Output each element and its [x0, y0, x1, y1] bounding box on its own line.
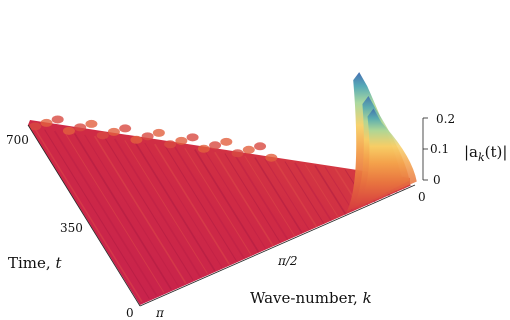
surface-ripple — [96, 131, 109, 140]
surface-ridge — [94, 135, 187, 284]
surface-ridge — [84, 134, 179, 287]
surface-ripple — [242, 145, 255, 154]
surface-ridge — [144, 142, 223, 268]
surface-ridge — [314, 165, 347, 215]
surface-ridge — [114, 138, 201, 278]
t-tick-0: 0 — [126, 306, 134, 320]
surface-ridge — [64, 131, 165, 293]
surface-ripple — [62, 126, 75, 135]
surface-ridge — [44, 129, 150, 299]
surface-ridge — [284, 161, 325, 225]
surface-ridge — [274, 159, 318, 228]
surface-ripple — [197, 144, 210, 153]
surface-ridge — [33, 127, 143, 303]
surface-ridge — [224, 153, 281, 243]
surface-ripple — [152, 128, 165, 137]
k-tick-0: 0 — [418, 190, 426, 204]
k-tick-pi-half: π/2 — [277, 254, 298, 268]
surface-ripple — [40, 118, 53, 127]
surface-ripple — [254, 142, 267, 151]
t-tick-700: 700 — [6, 133, 29, 147]
surface-ridge — [244, 155, 296, 237]
surface-ridge — [324, 166, 354, 212]
z-axis-label: |ak(t)| — [464, 143, 507, 164]
surface-ridge — [304, 163, 339, 218]
t-tick-350: 350 — [60, 221, 83, 235]
surface-ripples — [29, 115, 278, 162]
k-axis-line — [139, 184, 416, 307]
surface-ridge — [264, 158, 310, 231]
surface-ridge — [294, 162, 332, 222]
surface-ripple — [29, 122, 42, 131]
z-tick-label-0: 0 — [433, 173, 441, 187]
t-axis-line — [27, 124, 141, 307]
surface-ridge — [234, 154, 289, 240]
surface-ripple — [231, 149, 244, 158]
surface-ridge — [134, 141, 216, 272]
surface-ridge — [53, 130, 158, 297]
surface-ridge — [124, 139, 208, 275]
surface-ripple — [141, 132, 154, 141]
z-tick-label-0.2: 0.2 — [436, 112, 455, 126]
surface-ripple — [107, 127, 120, 136]
surface-base — [28, 120, 410, 305]
surface-ripple — [209, 141, 222, 150]
surface-peak — [356, 108, 417, 209]
surface-ripple — [220, 137, 233, 146]
surface-ridge — [184, 147, 252, 256]
surface-ripple — [265, 153, 278, 162]
surface-ridge — [73, 133, 172, 290]
surface-ridge — [254, 157, 303, 234]
surface-ridge — [174, 146, 245, 259]
surface-ridge — [164, 145, 238, 262]
surface-ridge — [154, 143, 231, 265]
surface-ripple — [51, 115, 64, 124]
surface-ripple — [164, 140, 177, 149]
surface-ridge — [194, 149, 260, 253]
surface-ridge — [204, 150, 267, 250]
surface-ripple — [119, 124, 132, 133]
surface-ripple — [130, 135, 143, 144]
k-tick-pi: π — [155, 306, 165, 320]
k-axis-label: Wave-number, k — [250, 289, 372, 307]
surface-peaks — [346, 72, 417, 213]
surface-ridges — [33, 127, 412, 303]
surface-ripple — [74, 123, 87, 132]
z-tick-label-0.1: 0.1 — [430, 142, 449, 156]
t-axis-label: Time, t — [8, 254, 62, 272]
surface-ripple — [85, 119, 98, 128]
surface-ripple — [186, 133, 199, 142]
surface-ripple — [175, 136, 188, 145]
surface-ridge — [214, 151, 274, 247]
surface-ridge — [104, 137, 194, 281]
